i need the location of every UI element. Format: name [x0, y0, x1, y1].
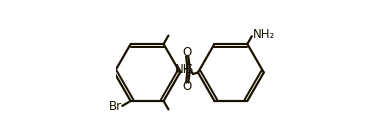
Text: O: O	[182, 46, 191, 59]
Text: NH: NH	[175, 63, 192, 76]
Text: O: O	[182, 80, 191, 93]
Text: Br: Br	[108, 100, 121, 113]
Text: NH₂: NH₂	[253, 28, 275, 41]
Text: S: S	[184, 63, 192, 76]
